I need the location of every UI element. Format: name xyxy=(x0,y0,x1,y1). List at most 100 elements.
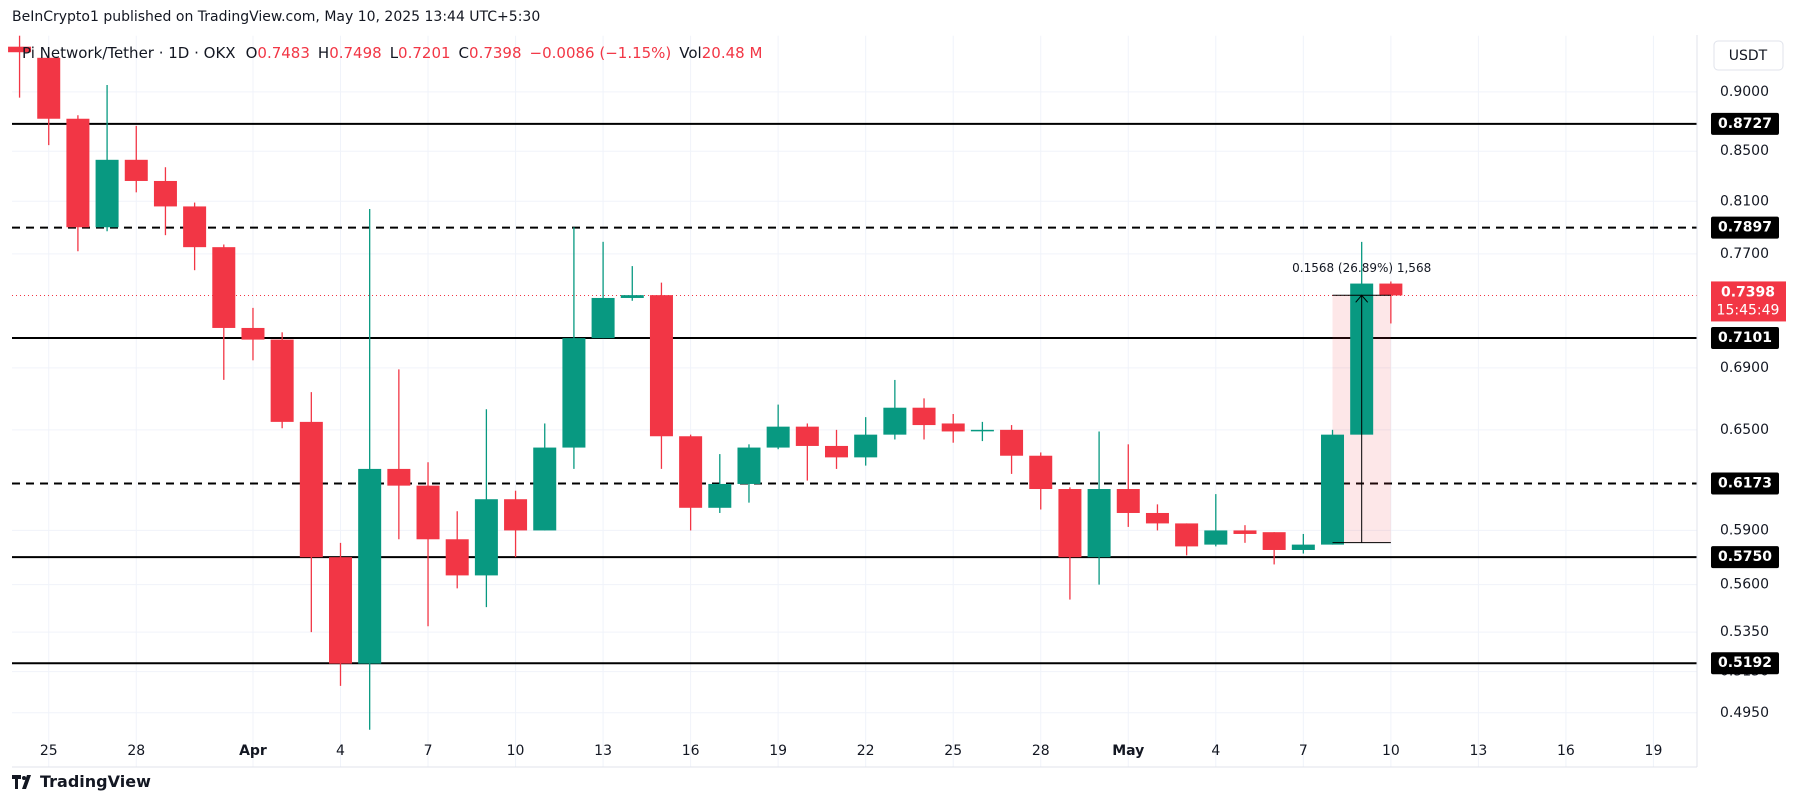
candle-body xyxy=(533,447,557,531)
x-tick-label: 7 xyxy=(1299,743,1308,759)
y-tick-label: 0.5900 xyxy=(1720,522,1769,538)
level-label-box xyxy=(1711,216,1779,239)
candle-body xyxy=(1000,429,1024,456)
candle-body xyxy=(562,338,586,448)
candle-body xyxy=(854,434,878,458)
currency-box[interactable] xyxy=(1713,40,1784,71)
candle-body xyxy=(37,57,61,119)
candle-body xyxy=(737,447,761,484)
candle-body xyxy=(649,295,673,437)
candle-body xyxy=(1291,544,1315,550)
level-label: 0.5750 xyxy=(1718,549,1772,565)
y-tick-label: 0.5600 xyxy=(1720,577,1769,593)
level-label: 0.7101 xyxy=(1718,330,1772,346)
candle-body xyxy=(1175,523,1199,547)
legend-key: H xyxy=(317,44,330,62)
candle-body xyxy=(883,407,907,435)
level-label-box xyxy=(1711,546,1779,569)
legend-value: 0.7498 xyxy=(329,44,382,62)
x-tick-label: 25 xyxy=(40,743,58,759)
y-tick-label: 0.6900 xyxy=(1720,360,1769,376)
x-tick-label: 10 xyxy=(1382,743,1400,759)
candle-body xyxy=(1204,530,1228,545)
candle-body xyxy=(504,499,528,531)
candle-body xyxy=(795,426,819,446)
candle-body xyxy=(95,159,119,228)
currency: USDT xyxy=(1729,48,1768,64)
legend-value: 20.48 M xyxy=(701,44,763,62)
countdown: 15:45:49 xyxy=(1717,302,1780,318)
x-tick-label: 19 xyxy=(769,743,787,759)
symbol: Pi Network/Tether · 1D · OKX xyxy=(22,44,236,62)
candle-body xyxy=(1116,489,1140,513)
level-label: 0.5192 xyxy=(1718,655,1772,671)
candle-body xyxy=(8,46,32,53)
candle-body xyxy=(124,159,148,181)
y-tick-label: 0.6500 xyxy=(1720,422,1769,438)
candles: 0.1568 (26.89%) 1,568 xyxy=(8,35,1431,730)
legend-key: L xyxy=(389,44,399,62)
candle-body xyxy=(358,468,382,664)
candle-body xyxy=(970,429,994,432)
candle-body xyxy=(241,327,265,340)
x-tick-label: 22 xyxy=(857,743,875,759)
x-tick-label: Apr xyxy=(239,743,267,759)
footer: TradingView xyxy=(12,772,151,791)
candle-body xyxy=(416,485,440,540)
candle-body xyxy=(445,539,469,576)
candle-body xyxy=(1087,489,1111,558)
level-label-box xyxy=(1711,112,1779,135)
candle-body xyxy=(299,421,323,558)
header: BeInCrypto1 published on TradingView.com… xyxy=(12,9,541,25)
last-price-label: 0.7398 xyxy=(1721,284,1775,300)
candle-body xyxy=(1379,283,1403,296)
candle-body xyxy=(474,499,498,576)
legend-key: Vol xyxy=(679,44,702,62)
candle-body xyxy=(1058,489,1082,558)
y-tick-label: 0.8100 xyxy=(1720,193,1769,209)
candle-body xyxy=(679,436,703,508)
y-tick-label: 0.8500 xyxy=(1720,143,1769,159)
candle-body xyxy=(912,407,936,426)
candle-body xyxy=(941,423,965,432)
y-tick-label: 0.7700 xyxy=(1720,246,1769,262)
legend-value: 0.7398 xyxy=(469,44,522,62)
candle-body xyxy=(1233,530,1257,534)
x-tick-label: 4 xyxy=(1211,743,1220,759)
level-label-box xyxy=(1711,472,1779,495)
x-tick-label: 25 xyxy=(944,743,962,759)
candle-body xyxy=(766,426,790,448)
candle-body xyxy=(66,118,90,228)
legend-key: C xyxy=(458,44,470,62)
legend: Pi Network/Tether · 1D · OKX O 0.7483 H 0.7… xyxy=(22,44,770,62)
x-tick-label: May xyxy=(1112,743,1144,759)
y-tick-label: 0.5350 xyxy=(1720,624,1769,640)
x-tick-label: 7 xyxy=(424,743,433,759)
level-label-box xyxy=(1711,652,1779,675)
level-label: 0.8727 xyxy=(1718,116,1772,132)
candle-body xyxy=(1145,512,1169,524)
x-tick-label: 28 xyxy=(1032,743,1050,759)
level-label: 0.7897 xyxy=(1718,220,1772,236)
measure-label: 0.1568 (26.89%) 1,568 xyxy=(1292,261,1431,275)
candle-body xyxy=(825,445,849,458)
candle-body xyxy=(1262,532,1286,550)
y-tick-label: 0.4950 xyxy=(1720,705,1769,721)
candle-body xyxy=(270,339,294,422)
level-label: 0.6173 xyxy=(1718,475,1772,491)
candle-body xyxy=(620,295,644,298)
candle-body xyxy=(212,247,236,328)
measure-arrow xyxy=(1355,294,1369,303)
x-tick-label: 13 xyxy=(1469,743,1487,759)
legend-key: O xyxy=(245,44,258,62)
candle-body xyxy=(387,468,411,486)
last-price-box xyxy=(1711,281,1786,322)
axes: 0.49500.51500.53500.56000.59000.65000.69… xyxy=(40,84,1786,759)
x-tick-label: 16 xyxy=(682,743,700,759)
x-tick-label: 4 xyxy=(336,743,345,759)
x-tick-label: 10 xyxy=(507,743,525,759)
x-tick-label: 13 xyxy=(594,743,612,759)
x-tick-label: 19 xyxy=(1645,743,1663,759)
candle-body xyxy=(708,483,732,508)
